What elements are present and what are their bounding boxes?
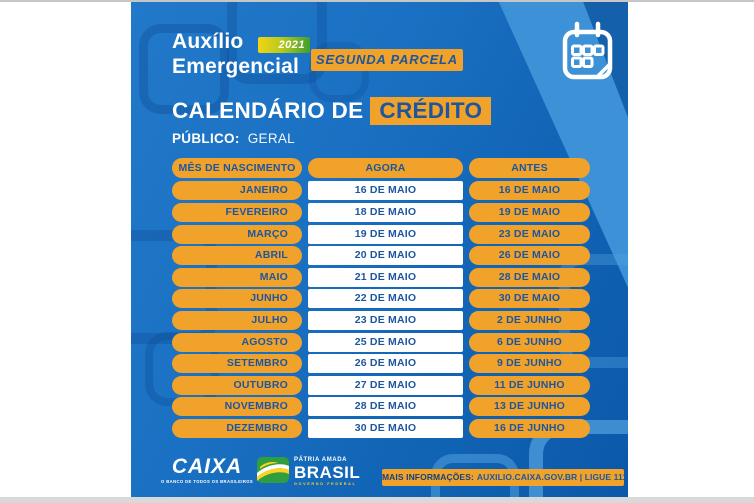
program-logo-line1: Auxílio [172,30,244,53]
antes-date-cell: 2 DE JUNHO [469,310,590,330]
auxilio-emergencial-poster: Auxílio Emergencial 2021 SEGUNDA PARCELA… [131,2,628,503]
gov-logo-main: BRASIL [294,463,361,482]
program-logo-line2: Emergencial [172,55,300,78]
table-row: JUNHO 22 DE MAIO 30 DE MAIO [172,289,596,309]
antes-date-cell: 16 DE JUNHO [469,418,590,438]
program-logo: Auxílio Emergencial [172,29,299,79]
month-cell: FEVEREIRO [172,202,302,222]
agora-date-cell: 18 DE MAIO [308,202,463,222]
agora-date-cell: 23 DE MAIO [308,310,463,330]
month-cell: JUNHO [172,289,302,309]
antes-date-cell: 23 DE MAIO [469,224,590,244]
month-cell: MAIO [172,267,302,287]
antes-date-cell: 26 DE MAIO [469,246,590,266]
table-row: DEZEMBRO 30 DE MAIO 16 DE JUNHO [172,418,596,438]
header-month: MÊS DE NASCIMENTO [172,158,302,178]
antes-date-cell: 6 DE JUNHO [469,332,590,352]
table-row: MAIO 21 DE MAIO 28 DE MAIO [172,267,596,287]
table-header-row: MÊS DE NASCIMENTO AGORA ANTES [172,158,596,178]
table-row: NOVEMBRO 28 DE MAIO 13 DE JUNHO [172,397,596,417]
parcel-badge: SEGUNDA PARCELA [311,49,463,71]
gov-brasil-logo: PÁTRIA AMADA BRASIL GOVERNO FEDERAL [257,457,360,487]
header-agora: AGORA [308,158,463,178]
caixa-logo: CAIXA O BANCO DE TODOS OS BRASILEIROS [161,456,253,484]
more-info-badge: MAIS INFORMAÇÕES: AUXILIO.CAIXA.GOV.BR | … [382,469,628,486]
agora-date-cell: 21 DE MAIO [308,267,463,287]
table-row: SETEMBRO 26 DE MAIO 9 DE JUNHO [172,354,596,374]
table-body: JANEIRO 16 DE MAIO 16 DE MAIO FEVEREIRO … [172,181,596,438]
audience-line: PÚBLICO: GERAL [172,131,295,146]
year-badge: 2021 [258,37,310,53]
page-title-highlight: CRÉDITO [370,97,492,125]
table-row: MARÇO 19 DE MAIO 23 DE MAIO [172,224,596,244]
background-square-motif [139,24,229,114]
table-row: JULHO 23 DE MAIO 2 DE JUNHO [172,310,596,330]
page-title-plain: CALENDÁRIO DE [172,98,364,123]
gov-logo-top: PÁTRIA AMADA [294,457,348,463]
gov-logo-bottom: GOVERNO FEDERAL [294,482,357,486]
antes-date-cell: 9 DE JUNHO [469,354,590,374]
antes-date-cell: 13 DE JUNHO [469,397,590,417]
header-antes: ANTES [469,158,590,178]
credit-calendar-table: MÊS DE NASCIMENTO AGORA ANTES JANEIRO 16… [172,158,596,441]
screen-top-border [0,0,754,2]
gov-logo-text: PÁTRIA AMADA BRASIL GOVERNO FEDERAL [294,457,360,487]
more-info-value: AUXILIO.CAIXA.GOV.BR | LIGUE 111 [476,472,628,482]
month-cell: JULHO [172,310,302,330]
screen-bottom-border [0,497,754,503]
agora-date-cell: 25 DE MAIO [308,332,463,352]
antes-date-cell: 28 DE MAIO [469,267,590,287]
audience-label: PÚBLICO: [172,131,240,146]
month-cell: DEZEMBRO [172,418,302,438]
agora-date-cell: 30 DE MAIO [308,418,463,438]
month-cell: ABRIL [172,246,302,266]
antes-date-cell: 16 DE MAIO [469,181,590,201]
table-row: AGOSTO 25 DE MAIO 6 DE JUNHO [172,332,596,352]
agora-date-cell: 27 DE MAIO [308,375,463,395]
table-row: JANEIRO 16 DE MAIO 16 DE MAIO [172,181,596,201]
agora-date-cell: 16 DE MAIO [308,181,463,201]
agora-date-cell: 19 DE MAIO [308,224,463,244]
audience-value: GERAL [247,131,295,146]
brasil-flag-icon [257,457,289,483]
caixa-logo-tagline: O BANCO DE TODOS OS BRASILEIROS [161,478,254,484]
table-row: ABRIL 20 DE MAIO 26 DE MAIO [172,246,596,266]
background-square-motif [309,42,369,102]
more-info-label: MAIS INFORMAÇÕES: [382,472,474,482]
caixa-logo-text: CAIXA [171,455,243,478]
antes-date-cell: 19 DE MAIO [469,202,590,222]
month-cell: OUTUBRO [172,375,302,395]
month-cell: JANEIRO [172,181,302,201]
month-cell: NOVEMBRO [172,397,302,417]
agora-date-cell: 20 DE MAIO [308,246,463,266]
agora-date-cell: 28 DE MAIO [308,397,463,417]
antes-date-cell: 30 DE MAIO [469,289,590,309]
month-cell: MARÇO [172,224,302,244]
calendar-icon [562,21,613,80]
agora-date-cell: 26 DE MAIO [308,354,463,374]
month-cell: AGOSTO [172,332,302,352]
month-cell: SETEMBRO [172,354,302,374]
antes-date-cell: 11 DE JUNHO [469,375,590,395]
page-title: CALENDÁRIO DE CRÉDITO [172,97,492,125]
table-row: OUTUBRO 27 DE MAIO 11 DE JUNHO [172,375,596,395]
table-row: FEVEREIRO 18 DE MAIO 19 DE MAIO [172,202,596,222]
agora-date-cell: 22 DE MAIO [308,289,463,309]
